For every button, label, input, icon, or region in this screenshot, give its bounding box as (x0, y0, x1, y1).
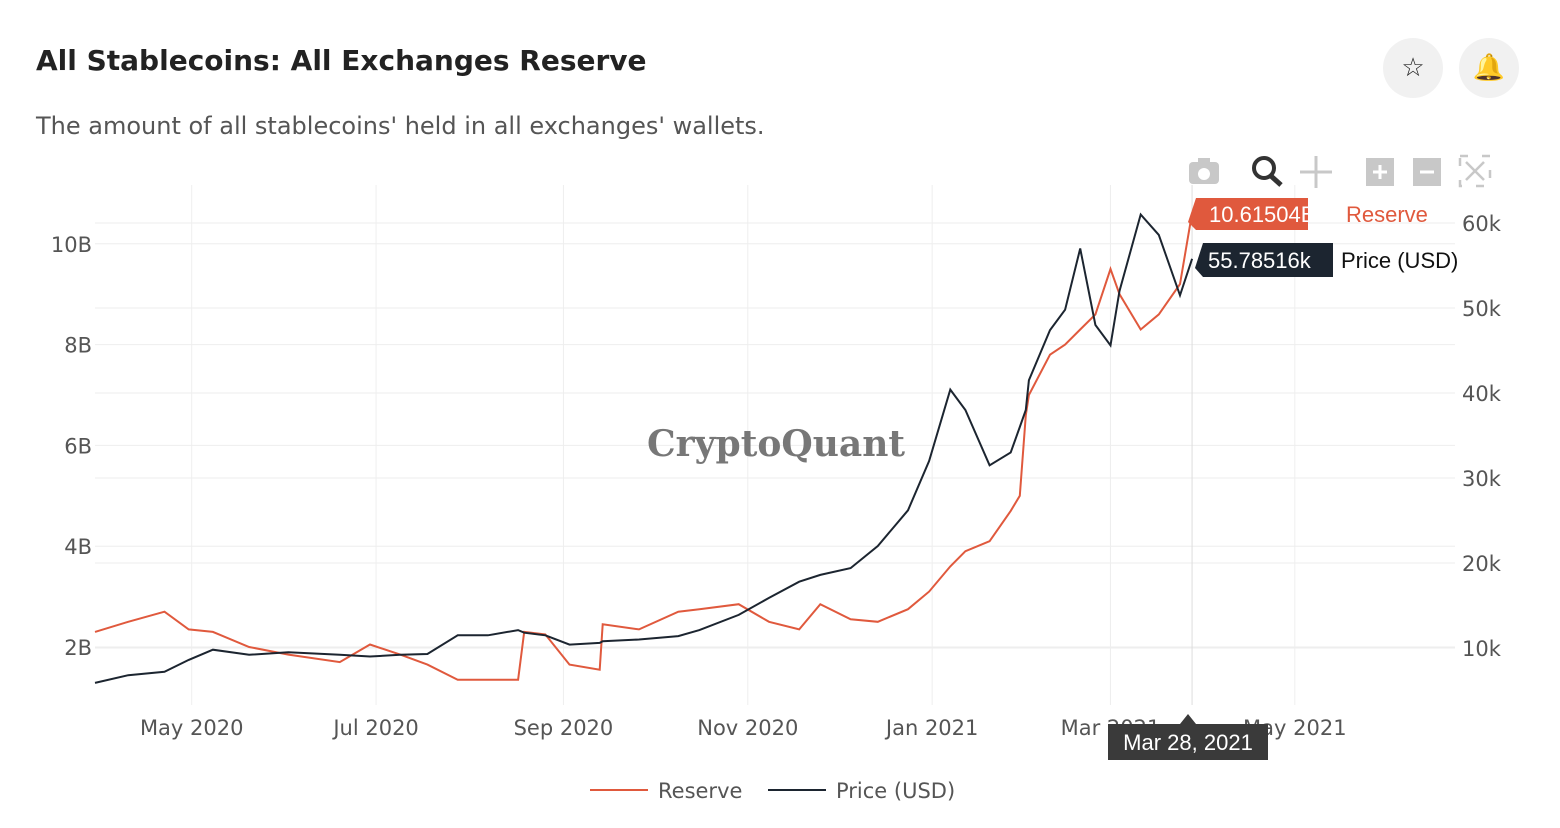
hover-reserve-value: 10.61504B (1209, 202, 1315, 227)
series-line-reserve (94, 212, 1194, 681)
y-left-tick-label: 8B (64, 334, 92, 358)
hover-date-label: Mar 28, 2021 (1123, 730, 1253, 755)
x-tick-label: Sep 2020 (514, 716, 614, 740)
pan-icon[interactable] (1300, 156, 1332, 188)
x-tick-label: Jan 2021 (884, 716, 979, 740)
y-right-tick-label: 20k (1462, 552, 1502, 576)
y-right-tick-label: 50k (1462, 297, 1502, 321)
legend: Reserve Price (USD) (590, 779, 955, 803)
y-right-tick-label: 40k (1462, 382, 1502, 406)
legend-label-reserve: Reserve (658, 779, 742, 803)
autoscale-icon[interactable] (1458, 154, 1492, 188)
x-tick-label: Nov 2020 (697, 716, 798, 740)
y-right-tick-label: 60k (1462, 212, 1502, 236)
chart-subtitle: The amount of all stablecoins' held in a… (36, 112, 765, 140)
zoom-out-icon[interactable] (1413, 158, 1441, 186)
bell-icon: 🔔 (1472, 53, 1506, 83)
camera-icon[interactable] (1189, 158, 1219, 184)
y-left-tick-label: 10B (51, 233, 92, 257)
star-icon: ☆ (1401, 53, 1425, 83)
alert-button[interactable]: 🔔 (1459, 38, 1519, 98)
zoom-in-icon[interactable] (1366, 158, 1394, 186)
hover-price: 55.78516k Price (USD) (1195, 243, 1458, 277)
hover-price-name: Price (USD) (1341, 248, 1458, 273)
hover-reserve: 10.61504B Reserve (1188, 198, 1428, 230)
y-right-tick-label: 30k (1462, 467, 1502, 491)
y-left-tick-label: 6B (64, 434, 92, 458)
hover-reserve-name: Reserve (1346, 202, 1428, 227)
legend-item-reserve[interactable]: Reserve (590, 779, 742, 803)
y-right-tick-label: 10k (1462, 637, 1502, 661)
y-left-tick-label: 4B (64, 535, 92, 559)
favorite-button[interactable]: ☆ (1383, 38, 1443, 98)
chart-title: All Stablecoins: All Exchanges Reserve (36, 44, 647, 77)
hover-price-value: 55.78516k (1208, 248, 1312, 273)
legend-item-price[interactable]: Price (USD) (768, 779, 955, 803)
watermark: CryptoQuant (647, 423, 905, 465)
series-line-price (94, 212, 1194, 684)
x-tick-label: Jul 2020 (331, 716, 418, 740)
y-left-tick-label: 2B (64, 636, 92, 660)
zoom-icon[interactable] (1252, 156, 1283, 187)
legend-label-price: Price (USD) (836, 779, 955, 803)
hover-date: Mar 28, 2021 (1108, 714, 1268, 760)
x-tick-label: May 2020 (140, 716, 244, 740)
modebar (1189, 154, 1492, 188)
